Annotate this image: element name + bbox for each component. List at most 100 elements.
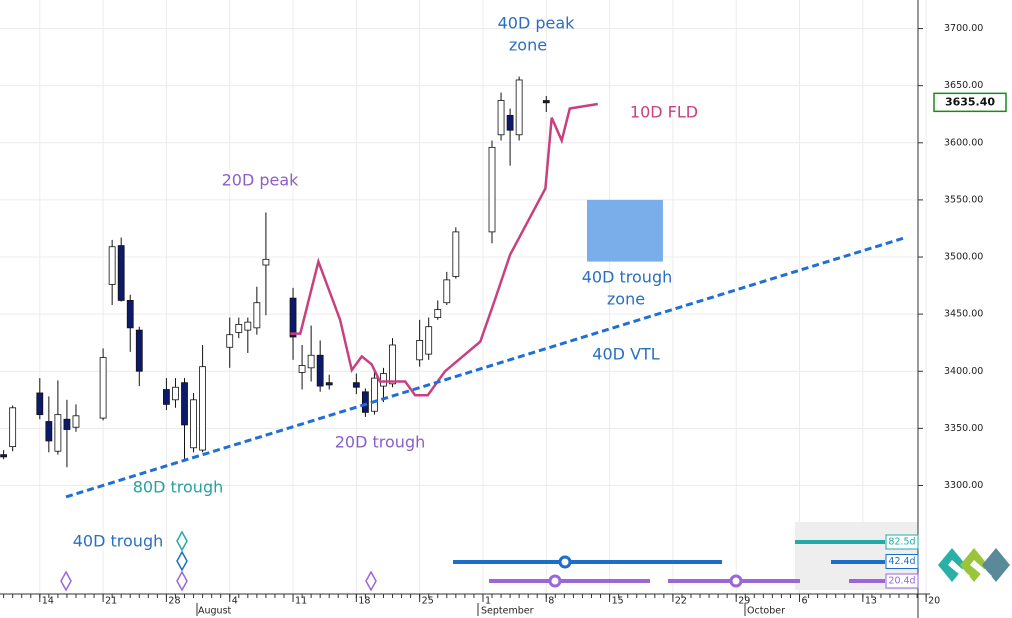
- cycle-label: 82.5d: [888, 537, 915, 548]
- candle-body: [244, 321, 252, 331]
- y-tick-label: 3700.00: [944, 23, 983, 34]
- y-tick-label: 3300.00: [944, 480, 983, 491]
- candle-body: [163, 389, 170, 405]
- candle-body: [325, 382, 333, 386]
- candle-body: [307, 354, 315, 369]
- annotation: 80D trough: [133, 478, 224, 497]
- cycle-point: [558, 555, 572, 569]
- candle-body: [108, 246, 116, 285]
- y-tick-label: 3350.00: [944, 423, 983, 434]
- cycle-label: 20.4d: [888, 576, 915, 587]
- candle-body: [316, 354, 324, 387]
- logo-shape: [970, 560, 992, 580]
- overlay-line: [290, 102, 598, 397]
- candle-body: [443, 279, 451, 304]
- x-tick-label: 20: [928, 596, 940, 607]
- cycle-label-box: [885, 534, 919, 550]
- candle-body: [380, 373, 387, 387]
- annotation: zone: [509, 36, 547, 55]
- annotation: 20D trough: [335, 433, 426, 452]
- candle-body: [452, 231, 460, 277]
- candle-body: [135, 329, 143, 372]
- candle-body: [199, 366, 206, 451]
- candle-body: [352, 382, 360, 388]
- trough-zone: [586, 199, 663, 262]
- cycle-labels: 82.5d 42.4d 20.4d: [885, 534, 919, 589]
- overlay-line: [65, 236, 906, 499]
- candle-body: [36, 392, 44, 416]
- diamond: [365, 570, 377, 592]
- x-tick-label: 25: [422, 596, 434, 607]
- candle-body: [497, 100, 505, 136]
- month-label: September: [481, 606, 534, 617]
- candle-body: [289, 297, 297, 338]
- candle-body: [416, 340, 424, 361]
- candle-body: [190, 399, 197, 449]
- candle-body: [63, 418, 71, 430]
- x-tick-label: 18: [358, 596, 370, 607]
- x-tick-label: 13: [865, 596, 877, 607]
- annotation: zone: [607, 290, 645, 309]
- candle-body: [515, 79, 523, 136]
- y-tick-label: 3550.00: [944, 194, 983, 205]
- candle-body: [425, 326, 433, 355]
- candle-body: [0, 454, 8, 458]
- x-tick-label: 15: [612, 596, 624, 607]
- grid: [0, 0, 927, 594]
- cycle-label-box: [885, 554, 919, 569]
- diamond: [60, 570, 72, 592]
- candle-body: [488, 146, 496, 233]
- cycle-bars: [453, 540, 885, 588]
- x-tick-label: 22: [675, 596, 687, 607]
- candle-body: [371, 377, 378, 412]
- x-tick-label: 29: [738, 596, 750, 607]
- candle-body: [434, 309, 442, 318]
- month-label: October: [747, 606, 785, 617]
- candle-body: [172, 386, 179, 401]
- y-tick-label: 3600.00: [944, 137, 983, 148]
- last-price-label: 3635.40: [945, 95, 995, 108]
- candle-body: [54, 414, 62, 452]
- candle-body: [253, 302, 261, 329]
- cycle-diamonds: [60, 530, 377, 592]
- x-tick-label: 1: [485, 596, 491, 607]
- logo-shape: [948, 560, 970, 580]
- candle-body: [99, 357, 107, 419]
- annotation: 20D peak: [222, 171, 300, 190]
- candle-body: [72, 415, 80, 428]
- annotation: 40D trough: [582, 268, 673, 287]
- y-tick-label: 3450.00: [944, 309, 983, 320]
- annotation: 40D trough: [73, 532, 164, 551]
- diamond: [176, 550, 188, 572]
- marks: [0, 76, 906, 499]
- candle-body: [45, 421, 53, 442]
- annotation: 40D VTL: [592, 345, 659, 364]
- last-price-box: [933, 92, 1007, 113]
- annotation: 40D peak: [498, 14, 576, 33]
- candle-body: [226, 334, 234, 348]
- diamond: [176, 570, 188, 592]
- x-tick-label: 21: [105, 596, 117, 607]
- candle-body: [126, 300, 134, 329]
- cycle-point: [729, 574, 743, 588]
- x-tick-label: 11: [295, 596, 307, 607]
- cycle-label: 42.4d: [888, 556, 915, 567]
- candle-body: [181, 382, 188, 426]
- logo: [938, 548, 1010, 582]
- candle-body: [506, 114, 514, 131]
- x-tick-label: 28: [168, 596, 180, 607]
- x-tick-label: 8: [548, 596, 554, 607]
- month-label: August: [198, 606, 232, 617]
- x-tick-label: 4: [232, 596, 238, 607]
- candle-body: [235, 324, 243, 333]
- candle-body: [262, 258, 270, 266]
- candle-body: [9, 407, 17, 448]
- y-tick-label: 3500.00: [944, 252, 983, 263]
- candle-body: [298, 365, 306, 373]
- diamond: [176, 530, 188, 552]
- cycle-point: [548, 574, 562, 588]
- candle-body: [542, 100, 550, 104]
- x-tick-label: 14: [42, 596, 54, 607]
- candle-body: [361, 391, 369, 413]
